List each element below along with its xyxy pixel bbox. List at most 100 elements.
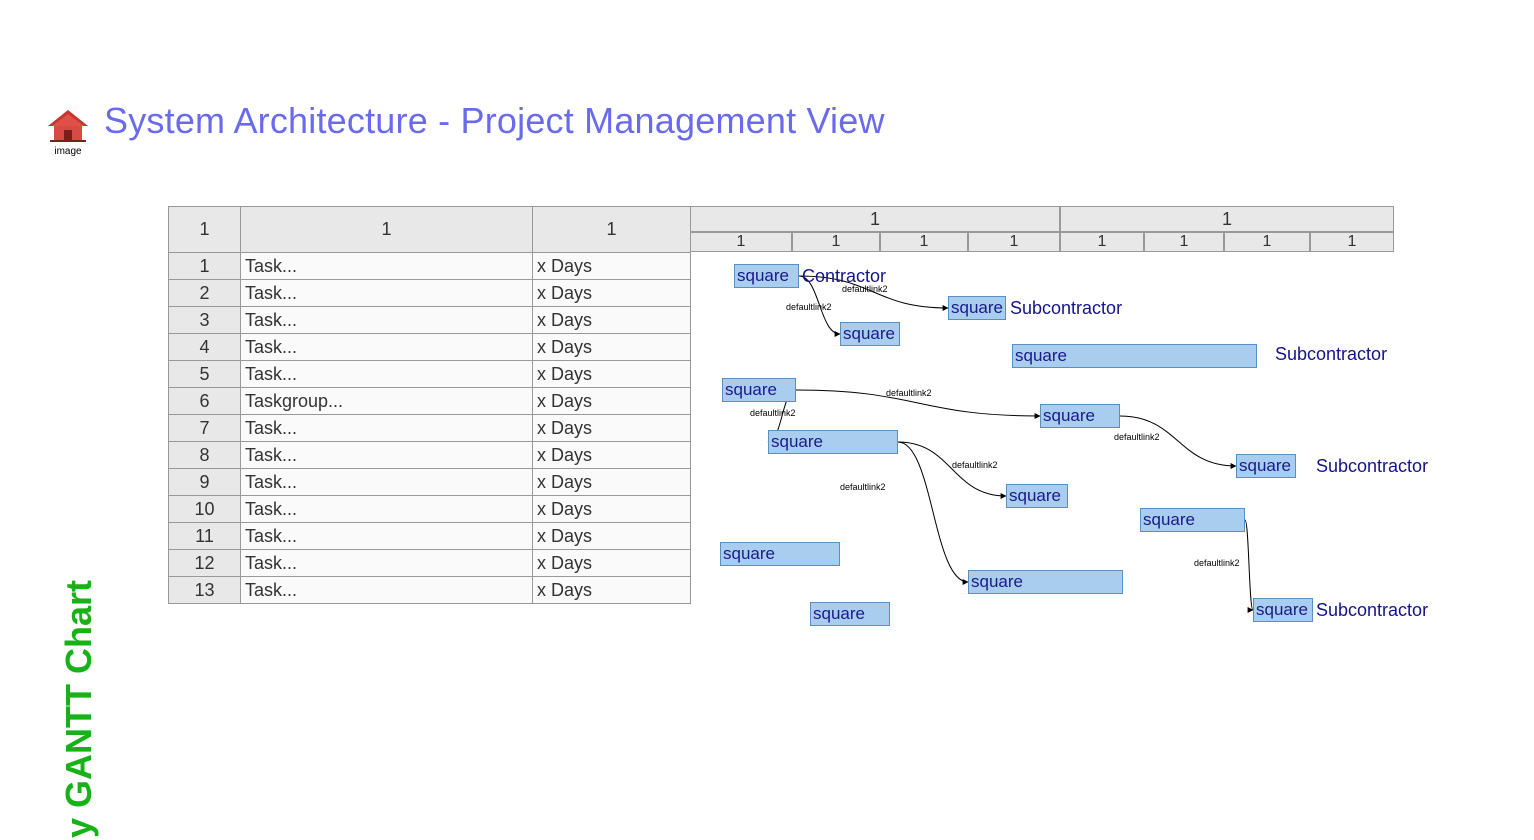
- link-label: defaultlink2: [1114, 432, 1160, 442]
- row-duration: x Days: [533, 523, 691, 550]
- row-id: 3: [169, 307, 241, 334]
- row-task: Task...: [241, 577, 533, 604]
- timeline-bottom-cell: 1: [1144, 232, 1224, 252]
- gantt-bar[interactable]: square: [1006, 484, 1068, 508]
- task-table: 1 1 1 1Task...x Days2Task...x Days3Task.…: [168, 206, 691, 604]
- timeline-top-cell: 1: [690, 206, 1060, 232]
- table-row: 3Task...x Days: [169, 307, 691, 334]
- table-row: 1Task...x Days: [169, 253, 691, 280]
- bar-side-label: Subcontractor: [1316, 456, 1428, 477]
- table-row: 12Task...x Days: [169, 550, 691, 577]
- row-duration: x Days: [533, 442, 691, 469]
- timeline-top-cell: 1: [1060, 206, 1394, 232]
- gantt-bar[interactable]: square: [1140, 508, 1245, 532]
- row-task: Task...: [241, 415, 533, 442]
- table-row: 10Task...x Days: [169, 496, 691, 523]
- timeline-bottom-cell: 1: [1224, 232, 1310, 252]
- row-task: Task...: [241, 361, 533, 388]
- timeline-bottom-cell: 1: [968, 232, 1060, 252]
- timeline-bottom-cell: 1: [880, 232, 968, 252]
- table-row: 9Task...x Days: [169, 469, 691, 496]
- dependency-arrow: [1245, 520, 1253, 610]
- table-row: 8Task...x Days: [169, 442, 691, 469]
- link-label: defaultlink2: [952, 460, 998, 470]
- row-task: Task...: [241, 280, 533, 307]
- row-duration: x Days: [533, 550, 691, 577]
- table-row: 13Task...x Days: [169, 577, 691, 604]
- row-task: Task...: [241, 523, 533, 550]
- row-duration: x Days: [533, 334, 691, 361]
- gantt-bar[interactable]: square: [1253, 598, 1313, 622]
- row-task: Task...: [241, 253, 533, 280]
- row-id: 1: [169, 253, 241, 280]
- gantt-bar[interactable]: square: [734, 264, 799, 288]
- row-duration: x Days: [533, 253, 691, 280]
- row-task: Task...: [241, 496, 533, 523]
- sidebar-title: My GANTT Chart: [58, 580, 100, 840]
- bar-side-label: Subcontractor: [1275, 344, 1387, 365]
- table-row: 11Task...x Days: [169, 523, 691, 550]
- gantt-bar[interactable]: square: [810, 602, 890, 626]
- row-id: 5: [169, 361, 241, 388]
- th-dur: 1: [533, 207, 691, 253]
- gantt-bar[interactable]: square: [968, 570, 1123, 594]
- th-task: 1: [241, 207, 533, 253]
- page-title: System Architecture - Project Management…: [104, 100, 885, 142]
- row-duration: x Days: [533, 280, 691, 307]
- link-label: defaultlink2: [842, 284, 888, 294]
- row-task: Task...: [241, 469, 533, 496]
- home-icon-wrap: image: [38, 108, 98, 157]
- link-label: defaultlink2: [1194, 558, 1240, 568]
- row-duration: x Days: [533, 388, 691, 415]
- row-task: Task...: [241, 334, 533, 361]
- row-task: Task...: [241, 307, 533, 334]
- link-label: defaultlink2: [840, 482, 886, 492]
- gantt-bar[interactable]: square: [720, 542, 840, 566]
- gantt-bar[interactable]: square: [768, 430, 898, 454]
- row-id: 12: [169, 550, 241, 577]
- timeline-header: 11 11111111: [690, 206, 1394, 252]
- th-id: 1: [169, 207, 241, 253]
- gantt-bars-area: squaresquaresquaresquaresquaresquaresqua…: [690, 260, 1460, 640]
- table-row: 6Taskgroup...x Days: [169, 388, 691, 415]
- row-id: 11: [169, 523, 241, 550]
- link-label: defaultlink2: [786, 302, 832, 312]
- timeline-bottom-cell: 1: [1310, 232, 1394, 252]
- gantt-bar[interactable]: square: [948, 296, 1006, 320]
- bar-side-label: Subcontractor: [1316, 600, 1428, 621]
- row-task: Task...: [241, 550, 533, 577]
- gantt-bar[interactable]: square: [840, 322, 900, 346]
- row-duration: x Days: [533, 469, 691, 496]
- timeline-bottom-cell: 1: [690, 232, 792, 252]
- row-id: 2: [169, 280, 241, 307]
- table-row: 7Task...x Days: [169, 415, 691, 442]
- table-row: 5Task...x Days: [169, 361, 691, 388]
- gantt-bar[interactable]: square: [722, 378, 796, 402]
- page-root: image System Architecture - Project Mana…: [0, 0, 1534, 840]
- gantt-bar[interactable]: square: [1012, 344, 1257, 368]
- row-task: Task...: [241, 442, 533, 469]
- timeline-bottom-cell: 1: [792, 232, 880, 252]
- row-id: 9: [169, 469, 241, 496]
- timeline-bottom-cell: 1: [1060, 232, 1144, 252]
- bar-side-label: Subcontractor: [1010, 298, 1122, 319]
- table-row: 4Task...x Days: [169, 334, 691, 361]
- gantt-bar[interactable]: square: [1236, 454, 1296, 478]
- link-label: defaultlink2: [750, 408, 796, 418]
- row-task: Taskgroup...: [241, 388, 533, 415]
- row-id: 8: [169, 442, 241, 469]
- row-id: 10: [169, 496, 241, 523]
- row-id: 7: [169, 415, 241, 442]
- row-duration: x Days: [533, 415, 691, 442]
- gantt-bar[interactable]: square: [1040, 404, 1120, 428]
- home-icon: [38, 108, 98, 144]
- row-id: 4: [169, 334, 241, 361]
- row-id: 13: [169, 577, 241, 604]
- table-row: 2Task...x Days: [169, 280, 691, 307]
- row-duration: x Days: [533, 361, 691, 388]
- home-caption: image: [38, 146, 98, 157]
- row-duration: x Days: [533, 496, 691, 523]
- row-duration: x Days: [533, 577, 691, 604]
- row-duration: x Days: [533, 307, 691, 334]
- row-id: 6: [169, 388, 241, 415]
